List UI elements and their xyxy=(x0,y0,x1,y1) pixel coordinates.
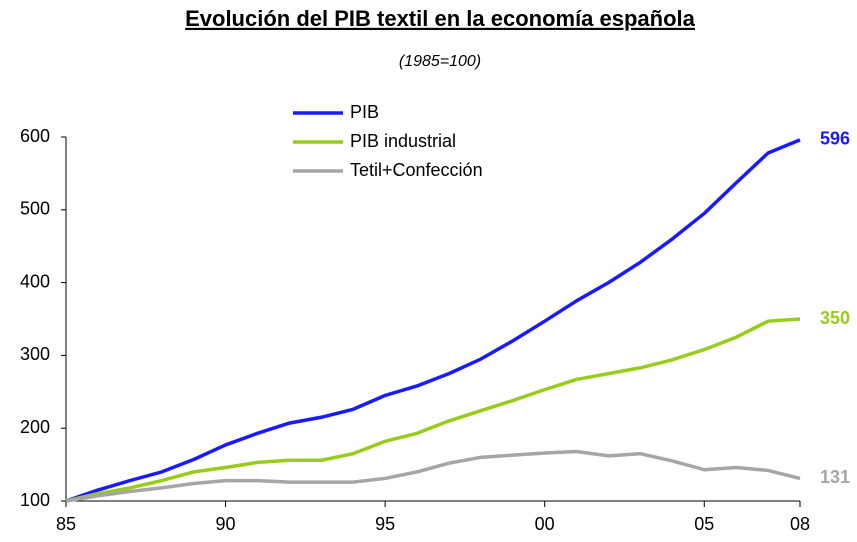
x-tick-label: 85 xyxy=(56,514,76,534)
y-tick-label: 600 xyxy=(20,126,50,146)
y-tick-label: 300 xyxy=(20,344,50,364)
line xyxy=(65,138,801,503)
legend-label: PIB industrial xyxy=(350,131,456,151)
y-tick-label: 400 xyxy=(20,271,50,291)
chart-subtitle: (1985=100) xyxy=(399,53,481,70)
x-tick-label: 08 xyxy=(790,514,810,534)
y-tick-label: 200 xyxy=(20,417,50,437)
x-tick-label: 90 xyxy=(216,514,236,534)
legend-label: Tetil+Confección xyxy=(350,160,483,180)
legend-label: PIB xyxy=(350,102,379,122)
y-tick-label: 100 xyxy=(20,490,50,510)
end-label: 596 xyxy=(820,129,850,149)
y-tick-label: 500 xyxy=(20,199,50,219)
chart-title: Evolución del PIB textil en la economía … xyxy=(185,6,696,31)
end-label: 131 xyxy=(820,467,850,487)
x-tick-label: 00 xyxy=(535,514,555,534)
line xyxy=(65,317,801,503)
line xyxy=(65,449,801,503)
x-tick-label: 05 xyxy=(694,514,714,534)
end-label: 350 xyxy=(820,308,850,328)
x-tick-label: 95 xyxy=(375,514,395,534)
